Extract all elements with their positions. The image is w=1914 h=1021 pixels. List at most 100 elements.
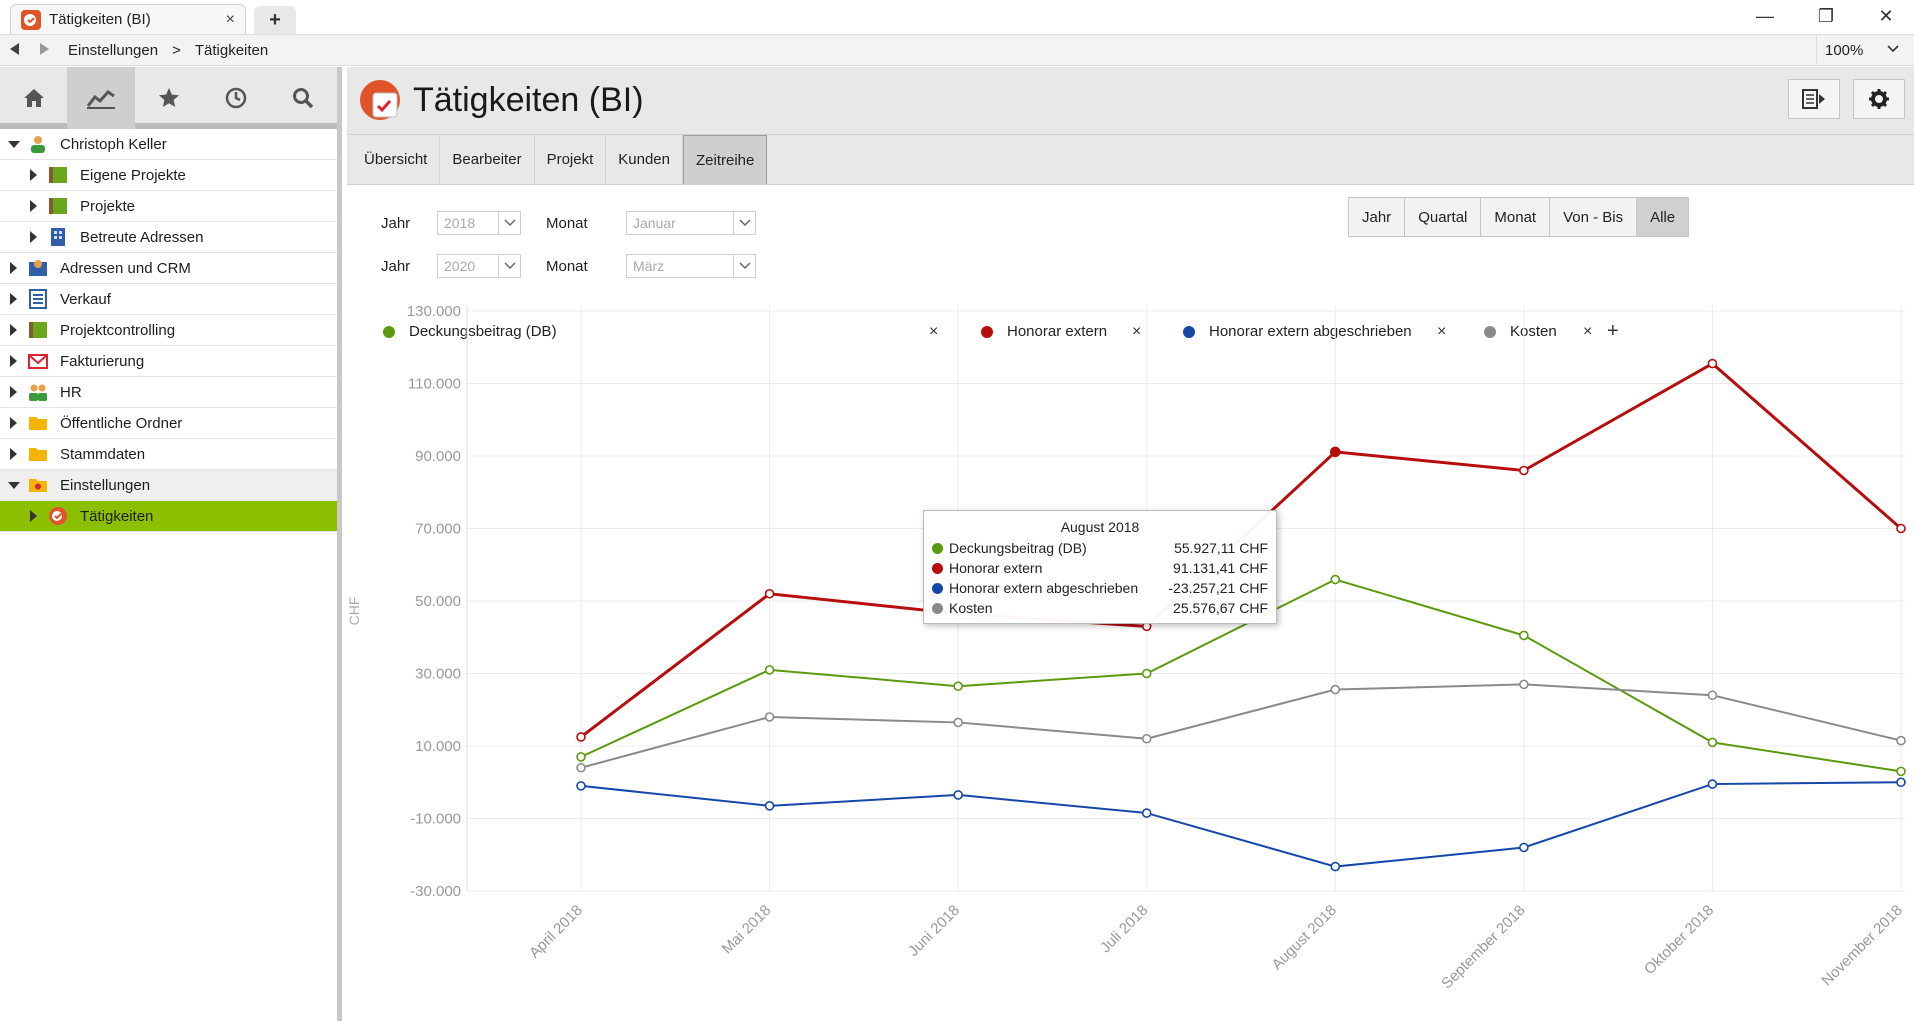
legend-item-kosten[interactable]: Kosten <box>1484 323 1557 340</box>
tree-item-projektcontrolling[interactable]: Projektcontrolling <box>0 315 337 346</box>
expand-icon[interactable] <box>10 386 17 398</box>
minimize-button[interactable]: — <box>1756 5 1774 26</box>
tooltip-dot <box>932 602 943 614</box>
tree-item-adressen-und-crm[interactable]: Adressen und CRM <box>0 253 337 284</box>
settings-button[interactable] <box>1853 79 1905 119</box>
legend-item-honorar-extern[interactable]: Honorar extern <box>981 323 1107 340</box>
contacts-icon <box>29 260 47 276</box>
zoom-level[interactable]: 100% <box>1816 35 1880 66</box>
to-month-label: Monat <box>546 258 588 275</box>
browser-tab[interactable]: Tätigkeiten (BI) × <box>10 4 246 34</box>
tab-projekt[interactable]: Projekt <box>535 135 607 184</box>
new-tab-button[interactable]: + <box>254 6 296 34</box>
legend-item-deckungsbeitrag[interactable]: Deckungsbeitrag (DB) <box>383 323 557 340</box>
expand-icon[interactable] <box>30 169 37 181</box>
remove-series-icon[interactable]: × <box>1583 323 1593 340</box>
expand-icon[interactable] <box>30 231 37 243</box>
y-tick-label: 70.000 <box>415 521 461 538</box>
tab-kunden[interactable]: Kunden <box>606 135 683 184</box>
data-point <box>764 801 775 811</box>
tab-uebersicht[interactable]: Übersicht <box>352 135 441 184</box>
x-tick-label: September 2018 <box>1438 902 1528 992</box>
to-year-select[interactable]: 2020 <box>437 254 521 278</box>
settings-folder-icon <box>29 479 47 492</box>
tooltip-value: 25.576,67 CHF <box>1173 600 1268 616</box>
tree-item-taetigkeiten[interactable]: Tätigkeiten <box>0 501 337 532</box>
tab-bearbeiter[interactable]: Bearbeiter <box>440 135 535 184</box>
y-axis-label: CHF <box>347 597 362 626</box>
close-button[interactable]: ✕ <box>1878 5 1894 26</box>
expand-icon[interactable] <box>10 293 17 305</box>
maximize-button[interactable]: ❐ <box>1817 5 1835 26</box>
forward-icon[interactable] <box>40 43 49 55</box>
data-point <box>1707 737 1718 748</box>
data-point <box>1896 523 1906 534</box>
period-monat-button[interactable]: Monat <box>1481 198 1551 236</box>
expand-icon[interactable] <box>10 324 17 336</box>
add-series-icon[interactable]: + <box>1607 320 1619 342</box>
period-alle-button[interactable]: Alle <box>1637 198 1689 236</box>
tree-item-projekte[interactable]: Projekte <box>0 191 337 222</box>
x-tick-label: Mai 2018 <box>719 902 775 958</box>
export-button[interactable] <box>1788 79 1840 119</box>
from-year-label: Jahr <box>381 215 411 232</box>
tree-item-fakturierung[interactable]: Fakturierung <box>0 346 337 377</box>
from-year-select[interactable]: 2018 <box>437 211 521 235</box>
period-von-bis-button[interactable]: Von - Bis <box>1550 198 1638 236</box>
expand-icon[interactable] <box>10 355 17 367</box>
tree-item-einstellungen[interactable]: Einstellungen <box>0 470 337 501</box>
legend-dot <box>1183 325 1195 338</box>
expand-icon[interactable] <box>30 200 37 212</box>
tree-item-stammdaten[interactable]: Stammdaten <box>0 439 337 470</box>
remove-series-icon[interactable]: × <box>1132 323 1142 340</box>
collapse-icon[interactable] <box>8 482 20 489</box>
data-point <box>764 665 775 675</box>
project-icon <box>29 322 47 338</box>
data-point <box>1896 766 1906 777</box>
back-icon[interactable] <box>10 43 19 55</box>
tree-item-oeffentliche-ordner[interactable]: Öffentliche Ordner <box>0 408 337 439</box>
chevron-down-icon <box>738 262 751 270</box>
analytics-button[interactable] <box>67 67 135 129</box>
clock-icon <box>225 87 247 109</box>
tree-item-hr[interactable]: HR <box>0 377 337 408</box>
remove-series-icon[interactable]: × <box>1437 323 1447 340</box>
chevron-down-icon <box>738 219 751 227</box>
to-month-select[interactable]: März <box>626 254 756 278</box>
home-button[interactable] <box>0 67 67 129</box>
breadcrumb-item[interactable]: Tätigkeiten <box>194 42 269 59</box>
tab-zeitreihe[interactable]: Zeitreihe <box>682 135 768 184</box>
remove-series-icon[interactable]: × <box>929 323 939 340</box>
navigation-tree: Christoph Keller Eigene Projekte Projekt… <box>0 129 337 532</box>
y-tick-label: 90.000 <box>415 448 461 465</box>
legend-item-honorar-abgeschrieben[interactable]: Honorar extern abgeschrieben <box>1183 323 1412 340</box>
chevron-down-icon[interactable] <box>1886 42 1900 56</box>
favorites-button[interactable] <box>135 67 202 129</box>
tree-item-eigene-projekte[interactable]: Eigene Projekte <box>0 160 337 191</box>
tree-item-christoph-keller[interactable]: Christoph Keller <box>0 129 337 160</box>
period-quartal-button[interactable]: Quartal <box>1405 198 1482 236</box>
chart-icon <box>86 90 116 109</box>
series-line <box>580 578 1902 773</box>
tab-close-icon[interactable]: × <box>225 11 235 28</box>
tree-item-betreute-adressen[interactable]: Betreute Adressen <box>0 222 337 253</box>
legend-dot <box>1484 325 1496 338</box>
tree-item-verkauf[interactable]: Verkauf <box>0 284 337 315</box>
expand-icon[interactable] <box>30 510 37 522</box>
period-jahr-button[interactable]: Jahr <box>1349 198 1406 236</box>
expand-icon[interactable] <box>10 262 17 274</box>
x-tick-label: Juni 2018 <box>905 902 963 960</box>
from-month-select[interactable]: Januar <box>626 211 756 235</box>
legend-label: Honorar extern abgeschrieben <box>1209 323 1412 340</box>
search-icon <box>293 88 314 109</box>
to-year-label: Jahr <box>381 258 411 275</box>
history-button[interactable] <box>202 67 269 129</box>
breadcrumb-item[interactable]: Einstellungen <box>68 42 159 59</box>
expand-icon[interactable] <box>10 448 17 460</box>
expand-icon[interactable] <box>10 417 17 429</box>
search-button[interactable] <box>270 67 337 129</box>
data-point <box>576 781 586 791</box>
data-point <box>1519 630 1529 641</box>
collapse-icon[interactable] <box>8 141 20 148</box>
data-point <box>576 732 586 742</box>
